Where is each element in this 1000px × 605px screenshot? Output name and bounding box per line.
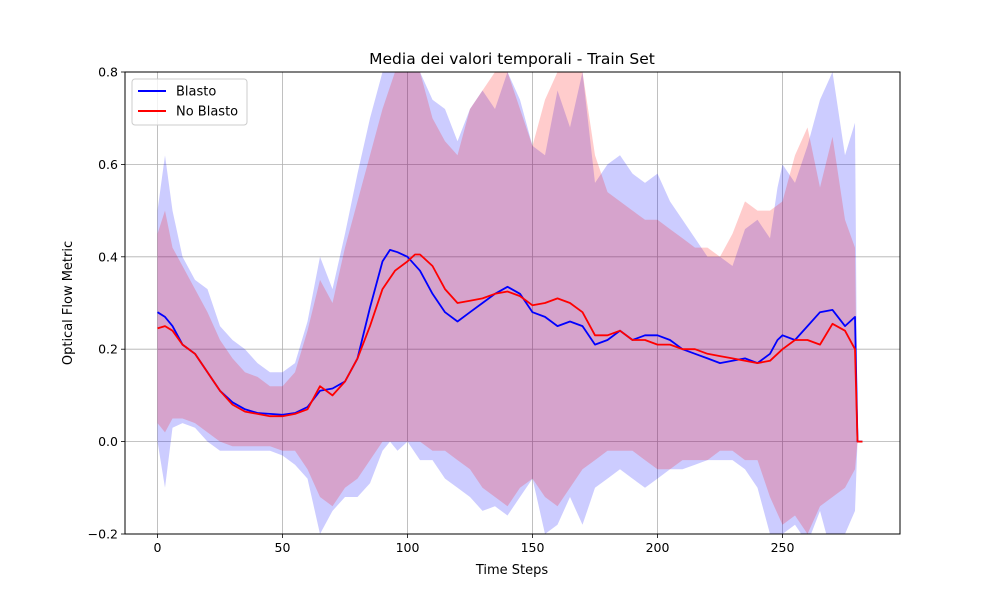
y-tick-label: −0.2	[88, 527, 118, 542]
x-tick-label: 150	[521, 540, 545, 555]
y-tick-label: 0.0	[98, 434, 118, 449]
band-no-blasto	[157, 72, 863, 534]
x-tick-label: 200	[646, 540, 670, 555]
legend: Blasto No Blasto	[131, 78, 248, 126]
legend-label-no-blasto: No Blasto	[176, 105, 238, 120]
legend-label-blasto: Blasto	[176, 85, 216, 100]
x-tick-label: 0	[154, 540, 162, 555]
line-blasto	[157, 248, 863, 443]
band-blasto	[157, 72, 863, 534]
x-tick-label: 250	[771, 540, 795, 555]
line-no-blasto	[157, 253, 863, 443]
plot-frame	[124, 71, 901, 535]
y-axis-ticks: −0.2 0.0 0.2 0.4 0.6 0.8	[88, 65, 125, 542]
x-tick-label: 50	[275, 540, 291, 555]
y-tick-label: 0.8	[98, 65, 118, 80]
x-axis-ticks: 0 50 100 150 200 250	[154, 534, 795, 555]
x-axis-label: Time Steps	[475, 563, 549, 578]
y-tick-label: 0.2	[98, 342, 118, 357]
chart-title: Media dei valori temporali - Train Set	[369, 50, 655, 68]
y-tick-label: 0.4	[98, 249, 118, 264]
y-axis-label: Optical Flow Metric	[61, 241, 76, 365]
confidence-bands	[157, 72, 863, 534]
series-lines	[157, 248, 863, 443]
y-tick-label: 0.6	[98, 157, 118, 172]
x-tick-label: 100	[396, 540, 420, 555]
